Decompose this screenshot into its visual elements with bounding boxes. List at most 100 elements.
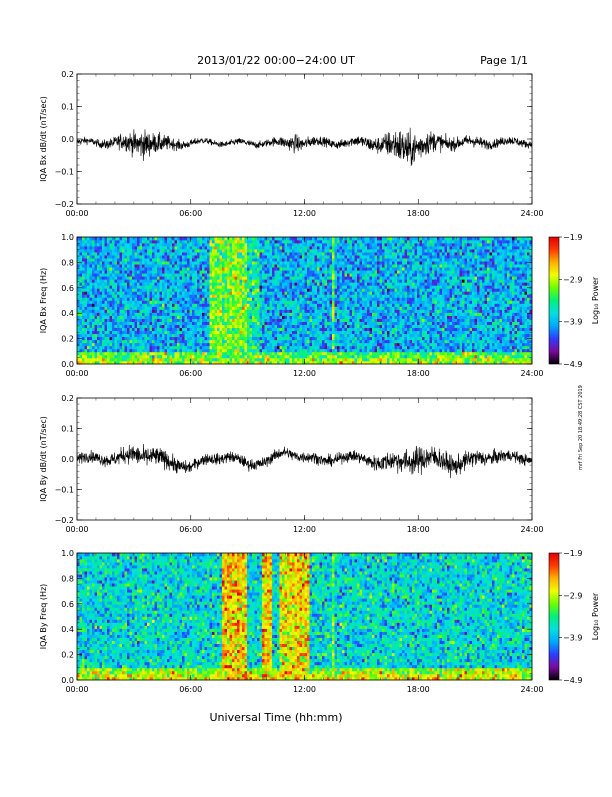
spectrogram-cell	[342, 246, 345, 249]
spectrogram-cell	[107, 252, 110, 255]
spectrogram-cell	[282, 352, 285, 355]
spectrogram-cell	[247, 267, 250, 270]
spectrogram-cell	[182, 319, 185, 322]
spectrogram-cell	[207, 270, 210, 273]
spectrogram-cell	[210, 297, 213, 300]
spectrogram-cell	[82, 310, 85, 313]
spectrogram-cell	[237, 343, 240, 346]
spectrogram-cell	[330, 255, 333, 258]
spectrogram-cell	[215, 331, 218, 334]
spectrogram-cell	[207, 325, 210, 328]
spectrogram-cell	[155, 337, 158, 340]
spectrogram-cell	[252, 304, 255, 307]
spectrogram-cell	[305, 267, 308, 270]
spectrogram-cell	[150, 285, 153, 288]
spectrogram-cell	[112, 249, 115, 252]
spectrogram-cell	[137, 355, 140, 358]
spectrogram-cell	[77, 264, 80, 267]
spectrogram-cell	[82, 288, 85, 291]
spectrogram-cell	[235, 358, 238, 361]
spectrogram-cell	[130, 313, 133, 316]
spectrogram-cell	[135, 346, 138, 349]
spectrogram-cell	[322, 355, 325, 358]
spectrogram-cell	[130, 316, 133, 319]
spectrogram-cell	[155, 243, 158, 246]
spectrogram-cell	[252, 337, 255, 340]
spectrogram-cell	[357, 355, 360, 358]
spectrogram-cell	[157, 264, 160, 267]
spectrogram-cell	[287, 240, 290, 243]
spectrogram-cell	[165, 279, 168, 282]
spectrogram-cell	[315, 346, 318, 349]
spectrogram-cell	[342, 261, 345, 264]
spectrogram-cell	[235, 316, 238, 319]
spectrogram-cell	[307, 297, 310, 300]
spectrogram-cell	[142, 313, 145, 316]
spectrogram-cell	[295, 243, 298, 246]
spectrogram-cell	[307, 276, 310, 279]
spectrogram-cell	[345, 243, 348, 246]
spectrogram-cell	[360, 358, 363, 361]
spectrogram-cell	[80, 282, 83, 285]
spectrogram-cell	[172, 310, 175, 313]
spectrogram-cell	[267, 352, 270, 355]
spectrogram-cell	[237, 243, 240, 246]
spectrogram-cell	[265, 337, 268, 340]
spectrogram-cell	[265, 249, 268, 252]
spectrogram-cell	[337, 355, 340, 358]
spectrogram-cell	[352, 261, 355, 264]
spectrogram-cell	[220, 352, 223, 355]
spectrogram-cell	[300, 279, 303, 282]
spectrogram-cell	[327, 285, 330, 288]
spectrogram-cell	[237, 322, 240, 325]
spectrogram-cell	[175, 273, 178, 276]
spectrogram-cell	[207, 297, 210, 300]
spectrogram-cell	[235, 276, 238, 279]
spectrogram-cell	[182, 246, 185, 249]
spectrogram-cell	[125, 334, 128, 337]
spectrogram-cell	[357, 240, 360, 243]
spectrogram-cell	[337, 240, 340, 243]
spectrogram-cell	[92, 297, 95, 300]
spectrogram-cell	[290, 285, 293, 288]
spectrogram-cell	[172, 240, 175, 243]
spectrogram-cell	[87, 255, 90, 258]
spectrogram-cell	[170, 264, 173, 267]
spectrogram-cell	[320, 334, 323, 337]
spectrogram-cell	[317, 340, 320, 343]
spectrogram-cell	[192, 304, 195, 307]
spectrogram-cell	[120, 358, 123, 361]
spectrogram-cell	[250, 279, 253, 282]
spectrogram-cell	[285, 249, 288, 252]
spectrogram-cell	[95, 343, 98, 346]
spectrogram-cell	[202, 316, 205, 319]
spectrogram-cell	[330, 258, 333, 261]
spectrogram-cell	[235, 346, 238, 349]
spectrogram-cell	[350, 243, 353, 246]
series-line	[77, 128, 532, 166]
spectrogram-cell	[200, 310, 203, 313]
spectrogram-cell	[352, 294, 355, 297]
spectrogram-cell	[355, 307, 358, 310]
spectrogram-cell	[82, 285, 85, 288]
spectrogram-cell	[135, 297, 138, 300]
spectrogram-cell	[170, 267, 173, 270]
spectrogram-cell	[107, 240, 110, 243]
spectrogram-cell	[195, 343, 198, 346]
spectrogram-cell	[230, 316, 233, 319]
spectrogram-cell	[112, 264, 115, 267]
spectrogram-cell	[200, 340, 203, 343]
spectrogram-cell	[155, 255, 158, 258]
spectrogram-cell	[252, 294, 255, 297]
spectrogram-cell	[172, 328, 175, 331]
spectrogram-cell	[295, 328, 298, 331]
spectrogram-cell	[82, 340, 85, 343]
spectrogram-cell	[120, 258, 123, 261]
spectrogram-cell	[342, 249, 345, 252]
spectrogram-cell	[257, 325, 260, 328]
spectrogram-cell	[187, 310, 190, 313]
spectrogram-cell	[290, 355, 293, 358]
spectrogram-cell	[347, 240, 350, 243]
spectrogram-cell	[195, 255, 198, 258]
spectrogram-cell	[335, 352, 338, 355]
